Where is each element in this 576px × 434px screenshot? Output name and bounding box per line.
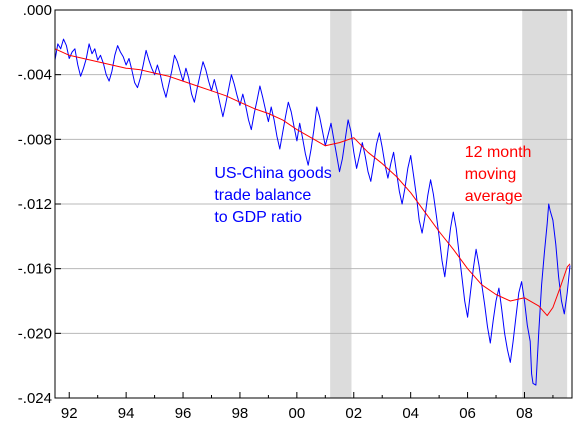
annotation-1-line-2: trade balance bbox=[214, 187, 311, 204]
annotation-2-line-1: 12 month bbox=[465, 144, 532, 161]
annotation-1-line-3: to GDP ratio bbox=[214, 209, 302, 226]
series-lines bbox=[54, 38, 571, 386]
annotation-2-line-3: average bbox=[465, 188, 523, 205]
axis-ticks bbox=[55, 9, 554, 399]
x-tick-label-3: 98 bbox=[232, 405, 249, 422]
annotation-1: US-China goods trade balance to GDP ratio bbox=[214, 165, 331, 226]
series-line-trade-balance bbox=[54, 38, 571, 386]
annotation-2: 12 month moving average bbox=[465, 144, 532, 205]
x-tick-label-6: 04 bbox=[402, 405, 419, 422]
series-line-moving-average bbox=[54, 48, 571, 317]
annotation-2-line-2: moving bbox=[465, 166, 517, 183]
x-tick-label-8: 08 bbox=[516, 405, 533, 422]
annotation-1-line-1: US-China goods bbox=[214, 165, 331, 182]
x-tick-label-4: 00 bbox=[289, 405, 306, 422]
y-tick-label-1: -.004 bbox=[18, 67, 52, 84]
y-tick-label-6: -.024 bbox=[18, 390, 52, 407]
horizontal-gridlines bbox=[55, 74, 572, 334]
x-tick-label-5: 02 bbox=[345, 405, 362, 422]
y-tick-label-2: -.008 bbox=[18, 131, 52, 148]
y-tick-label-0: .000 bbox=[23, 2, 52, 19]
x-tick-label-0: 92 bbox=[61, 405, 78, 422]
x-tick-label-7: 06 bbox=[459, 405, 476, 422]
x-tick-label-2: 96 bbox=[175, 405, 192, 422]
x-tick-label-1: 94 bbox=[118, 405, 135, 422]
y-tick-label-3: -.012 bbox=[18, 196, 52, 213]
y-tick-label-5: -.020 bbox=[18, 325, 52, 342]
annotations: US-China goods trade balance to GDP ratio 1… bbox=[214, 144, 531, 226]
axis-tick-labels: .000 -.004 -.008 -.012 -.016 -.020 -.024 92 94 96… bbox=[18, 2, 533, 422]
y-tick-label-4: -.016 bbox=[18, 261, 52, 278]
